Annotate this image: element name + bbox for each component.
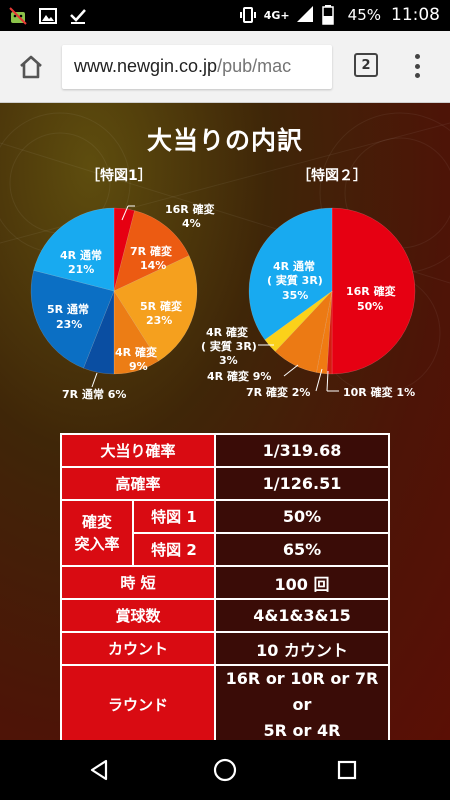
row-label-kakuhen-rate: 確変 突入率	[60, 499, 134, 567]
label-r-4rj-l1: 4R 確変	[206, 325, 248, 339]
system-nav-bar	[0, 740, 450, 800]
label-l-7rk-pct: 14%	[140, 259, 166, 272]
table-row: 確変 突入率 特図 1 50%	[60, 499, 390, 567]
label-l-16r-pct: 4%	[182, 217, 201, 230]
label-r-7r: 7R 確変 2%	[246, 385, 310, 399]
android-debug-icon	[8, 6, 28, 26]
page-title: 大当りの内訳	[146, 126, 303, 155]
row-label-round: ラウンド	[60, 664, 216, 740]
label-l-7rk-name: 7R 確変	[130, 244, 172, 258]
address-bar[interactable]: www.newgin.co.jp/pub/mac	[62, 45, 332, 89]
label-r-4rt-l1: 4R 通常	[273, 259, 315, 273]
label-r-4rk: 4R 確変 9%	[207, 369, 271, 383]
battery-percent: 45%	[347, 6, 381, 24]
row-label-jackpot-prob: 大当り確率	[60, 433, 216, 468]
row-label-payout: 賞球数	[60, 598, 216, 633]
pie-slice	[326, 290, 333, 375]
pie-charts: 16R 確変 4% 7R 確変 14% 5R 確変 23% 4R 確変 9% 7…	[0, 103, 450, 433]
row-label-jitan: 時 短	[60, 565, 216, 600]
home-circle-icon	[213, 758, 237, 782]
overflow-menu-button[interactable]	[409, 51, 425, 81]
table-row: カウント 10 カウント	[60, 631, 390, 666]
back-icon	[90, 759, 108, 781]
clock: 11:08	[391, 5, 440, 25]
status-bar: 4G+ 45% 11:08	[0, 0, 450, 31]
row-value-round: 16R or 10R or 7R or 5R or 4R	[214, 664, 390, 740]
pie-slice	[113, 210, 190, 292]
browser-toolbar: www.newgin.co.jp/pub/mac 2	[0, 31, 450, 103]
spec-table: 大当り確率 1/319.68 高確率 1/126.51 確変 突入率 特図 1 …	[60, 433, 390, 740]
label-r-4rj-l3: 3%	[219, 354, 238, 367]
pie-slice	[331, 207, 416, 375]
back-button[interactable]	[84, 755, 114, 785]
table-row: 賞球数 4&1&3&15	[60, 598, 390, 633]
url-path: /pub/mac	[217, 56, 292, 76]
table-row: 高確率 1/126.51	[60, 466, 390, 501]
row-value-tokuzu2: 65%	[214, 532, 390, 567]
table-row: 大当り確率 1/319.68	[60, 433, 390, 468]
row-value-jitan: 100 回	[214, 565, 390, 600]
label-r-4rt-l3: 35%	[282, 289, 308, 302]
pie-slice	[33, 207, 115, 292]
label-l-16r-name: 16R 確変	[165, 202, 215, 216]
row-value-payout: 4&1&3&15	[214, 598, 390, 633]
row-label-count: カウント	[60, 631, 216, 666]
recents-icon	[337, 760, 357, 780]
label-l-5rt-pct: 23%	[56, 318, 82, 331]
signal-icon	[296, 5, 316, 25]
tab-switcher-button[interactable]: 2	[354, 53, 378, 77]
home-button[interactable]	[14, 50, 48, 84]
label-l-4rk-name: 4R 確変	[115, 345, 157, 359]
right-chart-heading: ［特図２］	[297, 168, 367, 184]
left-chart-heading: ［特図1］	[86, 168, 152, 184]
pie-slice	[274, 290, 333, 373]
recents-button[interactable]	[332, 755, 362, 785]
row-value-jackpot-prob: 1/319.68	[214, 433, 390, 468]
image-icon	[38, 6, 58, 26]
label-r-4rj-l2: ( 実質 3R)	[201, 339, 257, 353]
pie-chart-tokuzu1	[30, 207, 198, 375]
label-l-4rt-pct: 21%	[68, 263, 94, 276]
pie-slice	[30, 270, 115, 369]
row-label-high-prob: 高確率	[60, 466, 216, 501]
pie-slice	[264, 290, 333, 352]
pie-chart-tokuzu2	[248, 207, 416, 375]
row-value-count: 10 カウント	[214, 631, 390, 666]
network-type: 4G+	[263, 8, 290, 22]
table-row: 時 短 100 回	[60, 565, 390, 600]
pie-slice	[113, 255, 198, 362]
pie-slice	[248, 207, 333, 341]
table-row: 特図 2 65%	[61, 532, 390, 567]
row-value-high-prob: 1/126.51	[214, 466, 390, 501]
label-l-4rt-name: 4R 通常	[60, 248, 102, 262]
pie-slice	[113, 207, 135, 292]
pie-slice	[83, 290, 115, 375]
row-value-tokuzu1: 50%	[214, 499, 390, 534]
label-r-16r-name: 16R 確変	[346, 284, 396, 298]
label-r-16r-pct: 50%	[357, 300, 383, 313]
pie-slice	[113, 290, 159, 375]
home-nav-button[interactable]	[210, 755, 240, 785]
label-l-5rt-name: 5R 通常	[47, 302, 89, 316]
download-done-icon	[68, 6, 88, 26]
pie-charts-svg: 16R 確変 4% 7R 確変 14% 5R 確変 23% 4R 確変 9% 7…	[30, 202, 416, 401]
table-row: ラウンド 16R or 10R or 7R or 5R or 4R	[60, 664, 390, 740]
label-l-4rk-pct: 9%	[129, 360, 148, 373]
label-l-5rk-pct: 23%	[146, 314, 172, 327]
vibrate-icon	[238, 5, 258, 25]
pie-slice	[316, 290, 333, 375]
row-sublabel-tokuzu1: 特図 1	[132, 499, 216, 534]
label-r-10r: 10R 確変 1%	[343, 385, 415, 399]
label-l-5rk-name: 5R 確変	[140, 299, 182, 313]
battery-icon	[321, 5, 342, 25]
row-sublabel-tokuzu2: 特図 2	[132, 532, 216, 567]
label-r-4rt-l2: ( 実質 3R)	[267, 273, 323, 287]
page-content: 大当りの内訳 ［特図1］ ［特図２］ 16R 確変 4% 7R 確変 14% 5…	[0, 103, 450, 740]
home-icon	[20, 55, 42, 79]
url-domain: www.newgin.co.jp	[74, 56, 218, 76]
label-l-7rt: 7R 通常 6%	[62, 387, 126, 401]
